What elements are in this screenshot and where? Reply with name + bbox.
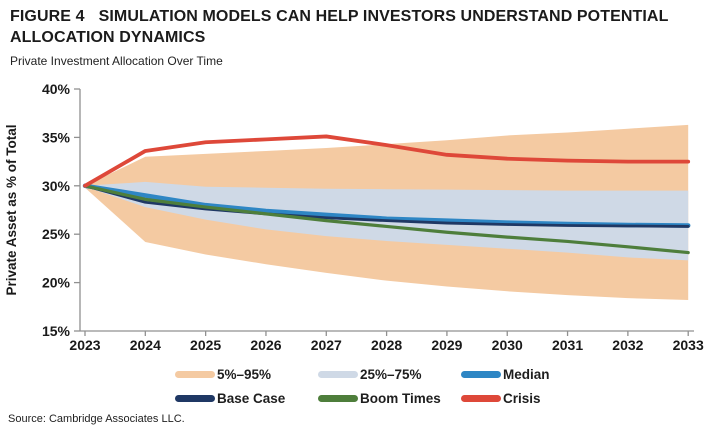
legend-swatch-median <box>461 371 501 378</box>
legend-label-median: Median <box>503 367 550 382</box>
chart-subtitle: Private Investment Allocation Over Time <box>10 54 223 68</box>
legend-swatch-band-25-75 <box>318 371 358 378</box>
legend-item-median: Median <box>461 367 604 382</box>
legend-swatch-band-5-95 <box>175 371 215 378</box>
legend-item-base-case: Base Case <box>175 391 318 406</box>
legend-swatch-base-case <box>175 395 215 402</box>
legend-label-crisis: Crisis <box>503 391 541 406</box>
x-tick-label: 2027 <box>311 337 342 353</box>
crisis-line <box>83 134 691 188</box>
base-case-line <box>83 184 690 228</box>
legend-label-band-5-95: 5%–95% <box>217 367 272 382</box>
legend-item-band-5-95: 5%–95% <box>175 367 318 382</box>
x-tick-label: 2025 <box>190 337 221 353</box>
y-tick-label: 30% <box>42 178 71 194</box>
title-text-1: SIMULATION MODELS CAN HELP INVESTORS UND… <box>98 8 669 25</box>
legend-label-base-case: Base Case <box>217 391 286 406</box>
y-axis-title: Private Asset as % of Total <box>4 124 19 295</box>
title-line-2: ALLOCATION DYNAMICS <box>10 29 206 46</box>
legend-row-2: Base Case Boom Times Crisis <box>175 391 615 406</box>
figure-title: FIGURE 4 SIMULATION MODELS CAN HELP INVES… <box>10 6 700 48</box>
x-tick-label: 2028 <box>371 337 402 353</box>
legend-label-boom-times: Boom Times <box>360 391 441 406</box>
legend-item-crisis: Crisis <box>461 391 604 406</box>
x-tick-label: 2031 <box>552 337 583 353</box>
x-tick-label: 2029 <box>431 337 462 353</box>
legend-label-band-25-75: 25%–75% <box>360 367 422 382</box>
y-tick-label: 20% <box>42 275 71 291</box>
x-tick-label: 2026 <box>250 337 281 353</box>
x-tick-label: 2024 <box>130 337 161 353</box>
legend-item-band-25-75: 25%–75% <box>318 367 461 382</box>
y-tick-label: 25% <box>42 226 71 242</box>
title-line-1: FIGURE 4 SIMULATION MODELS CAN HELP INVES… <box>10 6 700 27</box>
y-tick-label: 15% <box>42 323 71 339</box>
x-tick-label: 2032 <box>612 337 643 353</box>
chart-legend: 5%–95% 25%–75% Median Base Case Boom Times Cr… <box>175 367 615 406</box>
x-tick-label: 2023 <box>69 337 100 353</box>
source-note: Source: Cambridge Associates LLC. <box>8 413 185 425</box>
legend-swatch-crisis <box>461 395 501 402</box>
x-tick-label: 2033 <box>673 337 704 353</box>
legend-item-boom-times: Boom Times <box>318 391 461 406</box>
legend-swatch-boom-times <box>318 395 358 402</box>
y-tick-label: 35% <box>42 129 71 145</box>
boom-times-line <box>83 184 690 255</box>
y-tick-label: 40% <box>42 81 71 97</box>
x-tick-label: 2030 <box>492 337 523 353</box>
figure-label: FIGURE 4 <box>10 8 85 25</box>
legend-row-1: 5%–95% 25%–75% Median <box>175 367 615 382</box>
